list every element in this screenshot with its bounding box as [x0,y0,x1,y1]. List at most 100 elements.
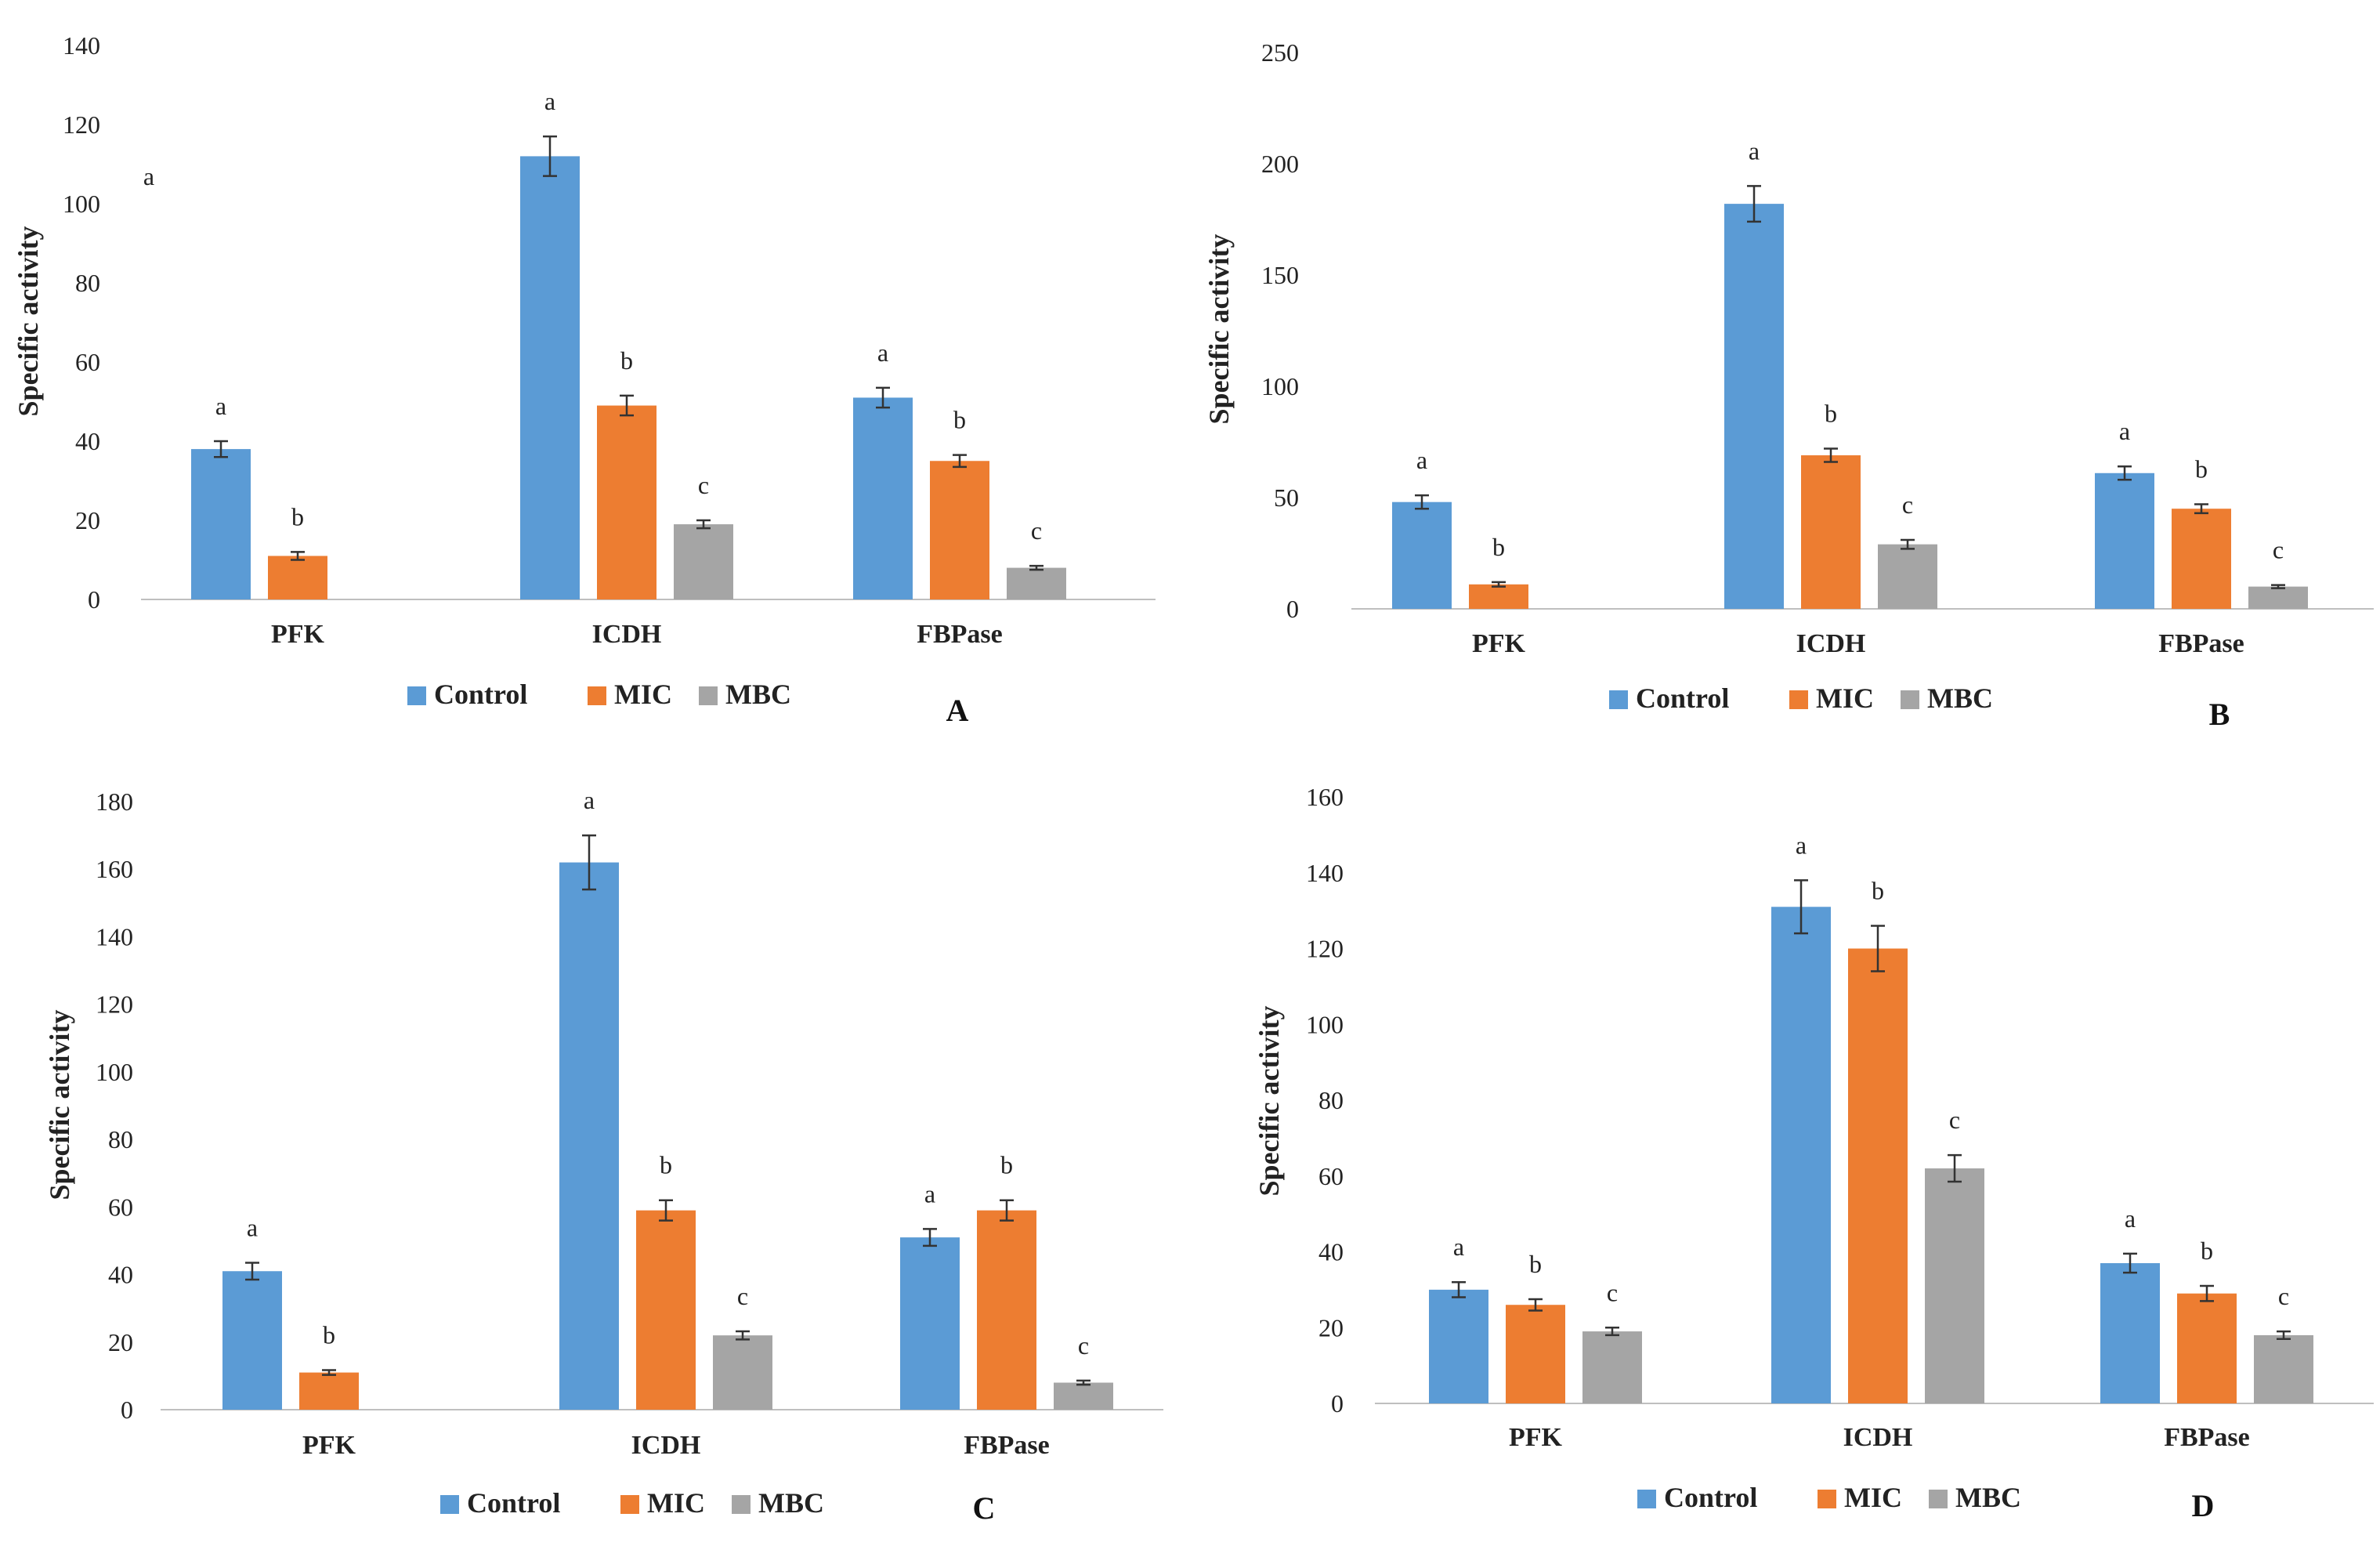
legend-swatch-mic [620,1495,639,1514]
significance-letter: a [1453,1233,1464,1261]
y-tick-label: 120 [96,990,133,1019]
panel-label: A [946,693,969,728]
legend-swatch-mic [1818,1490,1836,1508]
bar-mbc-fbpase [2248,586,2308,609]
category-label: ICDH [631,1431,701,1460]
bar-mic-icdh [1848,948,1908,1403]
significance-letter: c [1902,491,1913,519]
significance-letter: b [323,1321,335,1349]
y-tick-label: 0 [88,585,100,614]
significance-letter: c [1031,516,1042,545]
category-label: PFK [1509,1423,1563,1452]
significance-letter: c [2273,536,2284,564]
significance-letter: b [1529,1250,1542,1278]
category-label: FBPase [2164,1423,2250,1452]
panel-label: D [2192,1488,2215,1523]
chart-panel-A: 0 20 40 60 80 100 120 140 Specific activity a b PFK… [13,31,1156,728]
y-tick-label: 120 [1306,935,1344,963]
y-tick-label: 60 [75,348,100,376]
y-tick-label: 0 [1331,1389,1344,1418]
significance-letter: c [1607,1278,1618,1306]
bar-mic-fbpase [2177,1293,2237,1403]
category-label: ICDH [1796,629,1866,658]
significance-letter: b [2201,1237,2213,1265]
legend-label-control: Control [467,1487,560,1519]
legend-swatch-control [440,1495,459,1514]
y-tick-label: 20 [1318,1313,1344,1342]
y-tick-label: 100 [1306,1010,1344,1038]
bar-mic-icdh [1801,455,1861,609]
legend-swatch-control [1609,690,1628,709]
significance-letter: a [924,1179,935,1208]
y-tick-label: 60 [108,1193,133,1221]
legend-label-mbc: MBC [725,679,791,710]
bar-mic-pfk [299,1372,359,1410]
bar-mbc-fbpase [1007,567,1066,599]
bar-mic-pfk [1469,584,1528,609]
y-tick-label: 80 [1318,1086,1344,1114]
significance-letter: a [584,786,595,814]
panel-label: C [973,1490,996,1526]
bar-mbc-icdh [713,1335,772,1410]
category-label: PFK [302,1431,356,1460]
legend-swatch-mbc [732,1495,751,1514]
y-tick-label: 140 [63,31,100,60]
significance-letter: b [291,502,304,530]
legend-swatch-mbc [1901,690,1919,709]
y-axis-title: Specific activity [13,226,44,417]
stray-annotation-label: a [143,162,154,190]
y-tick-label: 140 [96,922,133,950]
y-tick-label: 0 [1286,595,1299,623]
significance-letter: a [1416,446,1427,474]
bar-mic-icdh [636,1210,696,1410]
bar-mbc-pfk [1582,1331,1642,1403]
significance-letter: a [2125,1204,2136,1233]
bar-control-fbpase [2095,473,2154,609]
bar-mic-fbpase [2172,509,2231,609]
y-tick-label: 250 [1261,38,1299,67]
bar-control-fbpase [853,397,913,599]
y-tick-label: 20 [108,1328,133,1356]
legend-swatch-mbc [699,686,718,705]
y-tick-label: 20 [75,506,100,534]
significance-letter: b [1872,876,1884,904]
y-tick-label: 40 [1318,1238,1344,1266]
y-tick-label: 120 [63,110,100,139]
y-tick-label: 140 [1306,859,1344,887]
bar-control-icdh [1771,907,1831,1403]
y-axis-title: Specific activity [1253,1006,1285,1197]
legend-label-mic: MIC [1844,1482,1902,1513]
legend-label-mic: MIC [647,1487,705,1519]
legend-swatch-mic [588,686,606,705]
bar-mic-icdh [597,405,656,599]
significance-letter: a [877,339,888,367]
significance-letter: a [2119,417,2130,445]
y-tick-label: 80 [75,269,100,297]
panel-label: B [2209,697,2230,732]
significance-letter: a [1796,831,1807,859]
legend-label-mic: MIC [614,679,672,710]
chart-panel-B: 0 50 100 150 200 250 Specific activity a b PFK a b c… [1203,38,2374,732]
y-tick-label: 80 [108,1125,133,1153]
legend-label-control: Control [434,679,527,710]
category-label: FBPase [2158,629,2244,658]
bar-control-pfk [1429,1289,1488,1403]
y-axis-title: Specific activity [44,1010,75,1200]
bar-mbc-icdh [1878,544,1937,609]
chart-panel-D: 0 20 40 60 80 100 120 140 160 Specific activity a b… [1253,783,2374,1523]
legend-label-mbc: MBC [758,1487,824,1519]
bar-mbc-fbpase [2254,1334,2313,1403]
significance-letter: b [953,406,966,434]
legend-label-control: Control [1664,1482,1757,1513]
bar-control-pfk [222,1271,282,1410]
category-label: ICDH [592,620,662,649]
chart-panel-C: 0 20 40 60 80 100 120 140 160 180 Specific activit… [44,786,1163,1526]
bar-control-fbpase [900,1237,960,1410]
category-label: FBPase [964,1431,1050,1460]
y-tick-label: 40 [75,427,100,455]
y-tick-label: 100 [1261,372,1299,400]
category-label: ICDH [1843,1423,1913,1452]
y-tick-label: 60 [1318,1162,1344,1190]
y-axis-title: Specific activity [1203,234,1235,425]
